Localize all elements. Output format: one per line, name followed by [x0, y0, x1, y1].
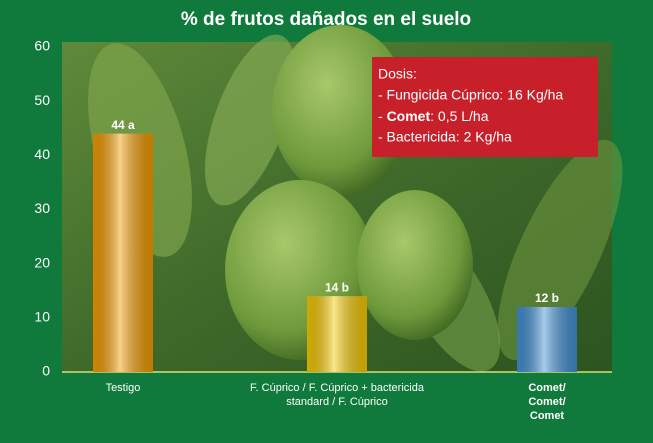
y-tick-label: 50 — [34, 92, 50, 108]
annotation-line: Dosis: — [378, 66, 417, 82]
annotation-text: - — [378, 108, 387, 124]
bar-shine — [93, 134, 153, 372]
y-tick-label: 30 — [34, 200, 50, 216]
x-tick-label: Comet/ Comet/ Comet — [517, 381, 577, 423]
x-tick-label: Testigo — [63, 381, 183, 395]
x-tick-label: F. Cúprico / F. Cúprico + bactericida st… — [247, 381, 427, 409]
page: % de frutos dañados en el suelo Dosis: -… — [0, 0, 653, 443]
y-tick-label: 20 — [34, 254, 50, 270]
chart-title: % de frutos dañados en el suelo — [181, 9, 471, 30]
annotation-line: - Fungicida Cúprico: 16 Kg/ha — [378, 87, 563, 103]
annotation-line: - Comet: 0,5 L/ha — [378, 108, 489, 124]
value-label: 44 a — [111, 118, 135, 132]
y-tick-label: 0 — [42, 363, 50, 379]
annotation-text: : 0,5 L/ha — [430, 108, 489, 124]
bar-shine — [307, 296, 367, 372]
y-tick-label: 60 — [34, 38, 50, 54]
annotation-text: Comet — [387, 108, 431, 124]
bar-shine — [517, 307, 577, 372]
value-label: 14 b — [325, 280, 349, 294]
value-label: 12 b — [535, 291, 559, 305]
y-tick-label: 10 — [34, 309, 50, 325]
chart: % de frutos dañados en el suelo Dosis: -… — [0, 0, 653, 443]
annotation-line: - Bactericida: 2 Kg/ha — [378, 129, 512, 145]
y-tick-label: 40 — [34, 146, 50, 162]
